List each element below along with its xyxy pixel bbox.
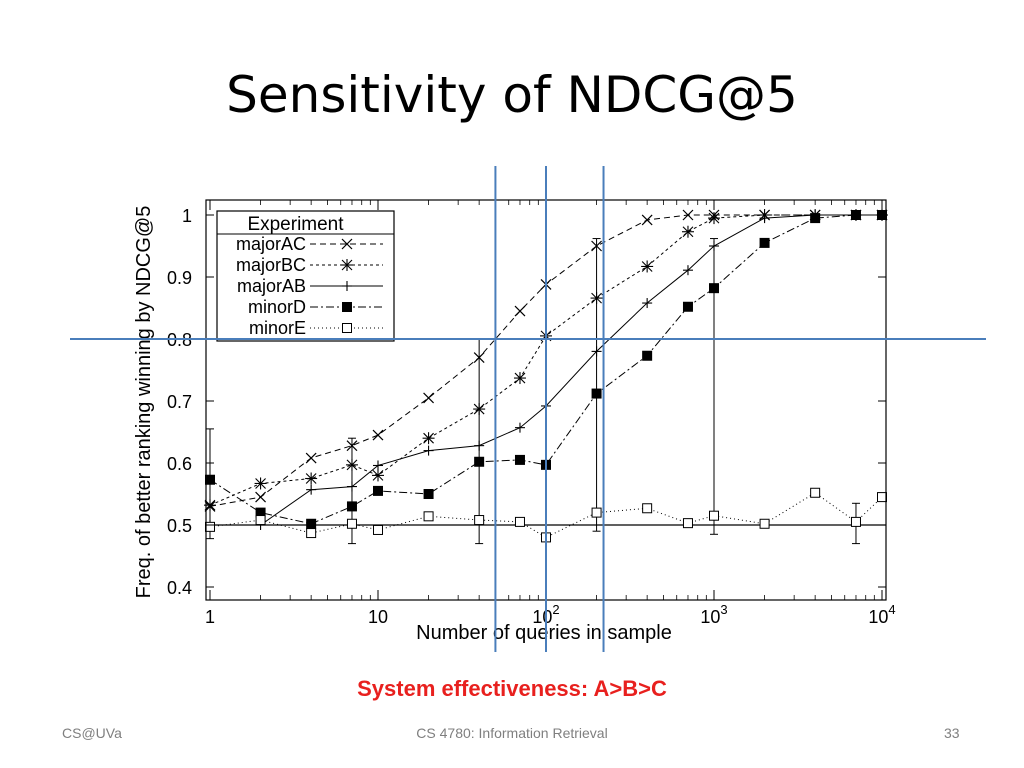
- point-minorE: [709, 510, 719, 521]
- legend-swatch-marker: [342, 323, 352, 333]
- y-tick-label: 0.6: [167, 454, 192, 474]
- point-minorE: [850, 516, 861, 527]
- footer-page-number: 33: [944, 725, 960, 741]
- point-minorD: [682, 301, 693, 312]
- footer-course-org: CS@UVa: [62, 725, 122, 741]
- point-minorE: [306, 528, 317, 539]
- legend-label: minorD: [248, 297, 306, 317]
- x-tick-exponent: 2: [552, 602, 559, 617]
- x-tick-label: 104: [868, 602, 895, 627]
- point-minorD: [255, 507, 266, 518]
- point-minorE: [642, 503, 653, 514]
- x-tick-label: 10: [368, 607, 388, 627]
- x-tick-label: 103: [700, 602, 727, 627]
- x-tick-label: 1: [205, 607, 215, 627]
- x-tick-exponent: 4: [888, 602, 895, 617]
- point-minorE: [682, 518, 693, 529]
- point-majorAC: [255, 491, 266, 503]
- legend-title: Experiment: [247, 214, 344, 235]
- y-tick-label: 0.4: [167, 578, 192, 598]
- point-minorD: [810, 213, 821, 224]
- point-minorD: [514, 454, 525, 465]
- point-minorE: [810, 487, 821, 498]
- slide-title: Sensitivity of NDCG@5: [226, 66, 798, 124]
- point-minorE: [474, 515, 485, 526]
- point-majorAC: [346, 440, 358, 452]
- legend-label: majorBC: [236, 255, 306, 275]
- legend: ExperimentmajorACmajorBCmajorABminorDmin…: [216, 210, 395, 342]
- guide-lines: [70, 166, 986, 652]
- point-minorE: [591, 507, 602, 518]
- point-majorAC: [473, 352, 485, 364]
- point-minorE: [255, 515, 266, 526]
- point-minorD: [474, 456, 485, 467]
- y-tick-label: 1: [182, 206, 192, 226]
- point-majorAC: [682, 209, 694, 221]
- effectiveness-note: System effectiveness: A>B>C: [357, 676, 667, 701]
- point-minorE: [877, 492, 887, 503]
- point-minorD: [205, 474, 215, 485]
- footer-course-title: CS 4780: Information Retrieval: [416, 725, 608, 741]
- legend-swatch-marker: [342, 302, 352, 312]
- point-minorE: [373, 524, 383, 535]
- point-majorAC: [641, 214, 653, 226]
- x-axis-label: Number of queries in sample: [416, 622, 672, 644]
- point-minorD: [306, 518, 317, 529]
- y-tick-label: 0.9: [167, 268, 192, 288]
- point-minorD: [423, 489, 434, 499]
- point-minorD: [346, 501, 357, 512]
- point-minorE: [346, 518, 357, 529]
- point-minorD: [709, 283, 719, 294]
- point-majorAC: [514, 305, 526, 317]
- series-majorAB: [205, 210, 887, 530]
- y-tick-label: 0.7: [167, 392, 192, 412]
- point-majorAC: [423, 392, 434, 404]
- y-tick-label: 0.5: [167, 516, 192, 536]
- point-minorD: [642, 350, 653, 361]
- point-minorE: [205, 521, 215, 532]
- point-minorD: [373, 485, 383, 496]
- point-majorAC: [305, 452, 317, 464]
- x-tick-exponent: 3: [720, 602, 727, 617]
- point-minorE: [514, 516, 525, 527]
- point-majorAC: [372, 429, 384, 441]
- point-minorD: [591, 388, 602, 399]
- legend-label: minorE: [249, 318, 306, 338]
- point-minorE: [759, 518, 770, 529]
- point-minorD: [759, 237, 770, 248]
- legend-box: [216, 210, 395, 342]
- point-minorE: [423, 511, 434, 522]
- legend-label: majorAC: [236, 234, 306, 254]
- point-majorAC: [591, 240, 602, 252]
- y-axis-label: Freq. of better ranking winning by NDCG@…: [133, 206, 155, 599]
- legend-swatch-marker: [341, 238, 353, 250]
- legend-label: majorAB: [237, 276, 306, 296]
- point-minorD: [850, 210, 861, 220]
